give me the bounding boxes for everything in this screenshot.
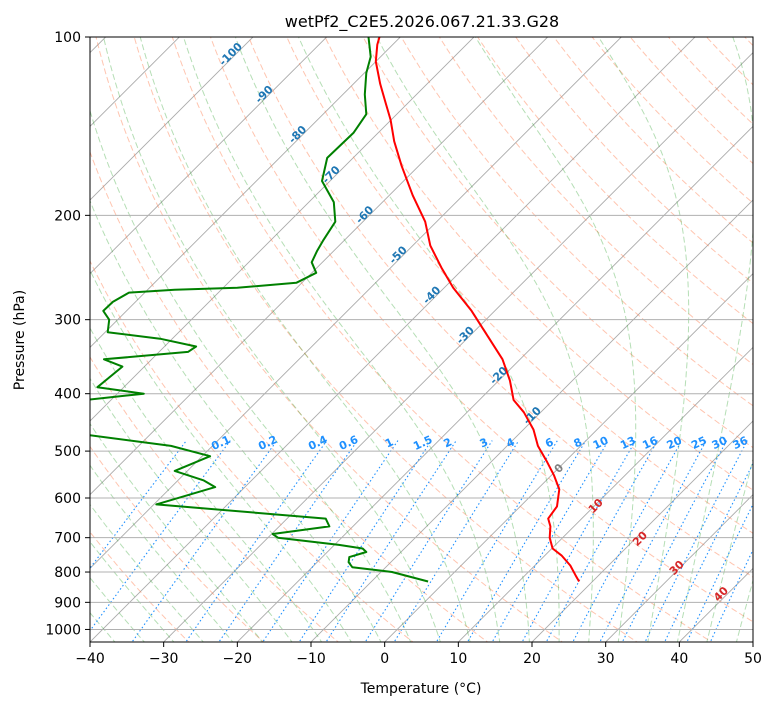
y-tick-label: 700	[54, 531, 81, 547]
dry-adiabat-line	[438, 37, 753, 366]
dewpoint-profile-line	[90, 37, 429, 583]
profile-series	[90, 37, 580, 583]
isotherm-line	[90, 37, 549, 496]
mixing-ratio-line	[572, 440, 683, 642]
dry-adiabat-line	[209, 37, 753, 623]
y-tick-label: 600	[54, 491, 81, 507]
mixing-ratio-label: 20	[665, 434, 685, 452]
mixing-ratio-line	[545, 440, 659, 642]
x-axis-title: Temperature (°C)	[360, 681, 482, 697]
isotherm-line	[90, 37, 254, 201]
x-tick-label: 10	[449, 651, 467, 667]
x-tick-label: 20	[523, 651, 541, 667]
chart-title: wetPf2_C2E5.2026.067.21.33.G28	[285, 12, 559, 32]
moist-adiabat-line	[234, 37, 530, 642]
dry-adiabat-line	[248, 37, 753, 578]
mixing-ratio-label: 36	[731, 434, 751, 452]
dry-adiabat-line	[324, 37, 753, 491]
isotherm-line	[90, 37, 622, 569]
mixing-ratio-label: 16	[640, 434, 660, 452]
moist-adiabat-line	[597, 37, 690, 642]
temperature-profile-line	[374, 37, 580, 582]
mixing-ratio-line	[393, 440, 520, 642]
mixing-ratio-label: 25	[689, 434, 708, 452]
isotherm-line	[90, 37, 328, 275]
mixing-ratio-line	[435, 440, 558, 642]
mixing-ratio-label: 13	[618, 434, 637, 452]
isotherm-line	[384, 273, 753, 642]
y-tick-label: 900	[54, 595, 81, 611]
pressure-gridlines	[90, 37, 753, 630]
mixing-ratio-line	[298, 440, 432, 642]
x-tick-label: −30	[149, 651, 179, 667]
isotherm-line	[531, 420, 753, 642]
dry-adiabat-line	[515, 37, 753, 284]
dry-adiabat-line	[90, 150, 489, 642]
mixing-ratio-line	[621, 440, 728, 642]
y-axis: 100 200 300 400 500 600 700 800 900 1000	[45, 30, 90, 638]
mixing-ratio-label: 10	[591, 434, 611, 452]
y-tick-label: 300	[54, 313, 81, 329]
moist-adiabat-line	[297, 37, 560, 642]
mixing-ratio-line	[364, 440, 493, 642]
moist-adiabat-line	[90, 327, 323, 642]
isotherm-line	[163, 52, 753, 642]
y-tick-label: 100	[54, 30, 81, 46]
x-tick-label: 40	[670, 651, 688, 667]
x-tick-label: −20	[223, 651, 253, 667]
y-tick-label: 800	[54, 565, 81, 581]
mixing-ratio-line	[466, 440, 587, 642]
plot-frame	[89, 36, 754, 643]
isotherm-line	[236, 125, 753, 642]
mixing-ratio-line	[325, 440, 457, 642]
x-tick-label: −40	[75, 651, 105, 667]
x-tick-label: −10	[296, 651, 326, 667]
moist-adiabat-line	[182, 37, 501, 642]
x-axis: −40 −30 −20 −10 0 10 20 30 40 50	[75, 642, 762, 667]
moist-adiabat-line	[676, 37, 753, 642]
x-tick-label: 30	[597, 651, 615, 667]
y-tick-label: 200	[54, 208, 81, 224]
isotherm-line	[90, 37, 401, 348]
y-tick-label: 400	[54, 387, 81, 403]
mixing-ratio-line	[599, 440, 707, 642]
moist-adiabat-line	[376, 37, 594, 642]
mixing-ratio-line	[262, 440, 399, 642]
moist-adiabat-line	[474, 37, 637, 642]
isotherm-line	[90, 37, 475, 422]
isotherm-line	[90, 37, 696, 642]
isotherm-line	[605, 494, 753, 642]
dry-adiabat-line	[400, 37, 753, 407]
y-tick-label: 500	[54, 444, 81, 460]
mixing-ratio-line	[521, 440, 637, 642]
isotherm-line	[457, 346, 753, 642]
moist-adiabat-line	[90, 377, 293, 642]
y-axis-title: Pressure (hPa)	[12, 290, 28, 390]
mixing-ratio-label: 30	[710, 434, 730, 452]
mixing-ratio-line	[131, 440, 278, 642]
isotherm-line	[310, 199, 753, 642]
x-tick-label: 0	[380, 651, 389, 667]
mixing-ratio-line	[185, 440, 328, 642]
mixing-ratio-line	[491, 440, 609, 642]
x-tick-label: 50	[744, 651, 762, 667]
y-tick-label: 1000	[45, 622, 81, 638]
